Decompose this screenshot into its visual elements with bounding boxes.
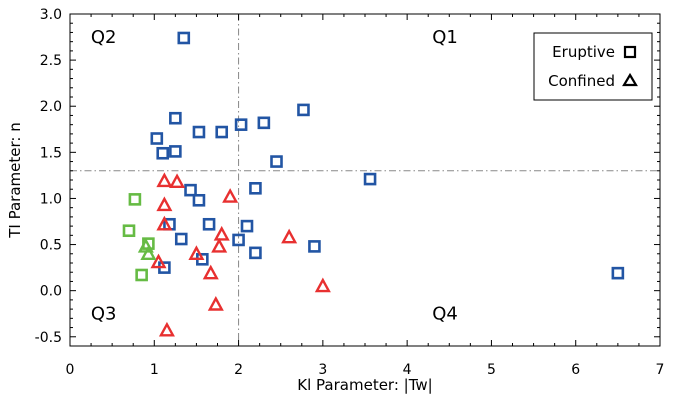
legend-box (533, 32, 653, 101)
square-marker (169, 145, 182, 158)
triangle-marker (213, 225, 230, 241)
y-tick-label: 2.0 (40, 99, 62, 115)
triangle-marker (281, 228, 298, 244)
square-marker (611, 266, 625, 280)
triangle-marker (140, 245, 157, 260)
square-marker (156, 146, 170, 160)
x-tick-label: 5 (487, 362, 496, 378)
square-marker (177, 31, 191, 45)
legend-marker-square (623, 45, 637, 59)
y-tick-label: 2.5 (40, 53, 62, 69)
square-marker (232, 233, 245, 247)
square-marker (249, 182, 262, 195)
y-tick-label: 3.0 (40, 7, 62, 23)
legend-marker-triangle (622, 72, 638, 87)
quadrant-label-q4: Q4 (432, 304, 458, 325)
quadrant-label-q1: Q1 (432, 27, 458, 48)
square-marker (249, 246, 262, 260)
tick-labels: 0 1 2 3 4 5 6 7 -0.5 0.0 0.5 1.0 1.5 2.0 2.5 3.0 (35, 7, 665, 378)
x-tick-label: 3 (318, 362, 327, 378)
data-points (122, 31, 625, 337)
square-marker (297, 103, 310, 117)
x-tick-label: 6 (571, 362, 580, 378)
y-axis-title: TI Parameter: n (6, 122, 24, 238)
triangle-marker (211, 237, 228, 253)
triangle-marker (222, 188, 239, 203)
triangle-marker (156, 215, 173, 231)
reference-lines (70, 14, 660, 346)
square-marker (150, 132, 164, 145)
legend: Eruptive Confined (533, 32, 653, 101)
axis-ticks (69, 13, 661, 346)
triangle-marker (150, 253, 167, 269)
square-marker (192, 125, 206, 139)
triangle-marker (314, 277, 331, 293)
square-marker (128, 193, 142, 206)
legend-label-eruptive: Eruptive (552, 43, 615, 61)
quadrant-labels: Q2 Q1 Q3 Q4 (91, 27, 458, 325)
y-tick-label: 0.5 (40, 238, 62, 254)
y-tick-label: 1.5 (40, 145, 62, 161)
y-tick-label: 1.0 (40, 191, 62, 207)
square-marker (308, 240, 321, 253)
square-marker (234, 118, 248, 131)
triangle-marker (169, 173, 186, 189)
square-marker (192, 193, 206, 207)
square-marker (169, 111, 182, 125)
triangle-marker (188, 245, 205, 260)
x-tick-label: 7 (656, 362, 665, 378)
triangle-marker (202, 264, 219, 280)
quadrant-label-q3: Q3 (91, 304, 117, 325)
x-tick-label: 1 (150, 362, 159, 378)
y-tick-label: 0.0 (40, 284, 62, 300)
square-marker (215, 125, 229, 139)
square-marker (363, 172, 377, 186)
triangle-marker (207, 295, 224, 311)
triangle-marker (158, 321, 175, 337)
square-marker (270, 155, 283, 168)
square-marker (202, 217, 216, 231)
triangle-marker (156, 196, 173, 212)
quadrant-label-q2: Q2 (91, 27, 117, 48)
square-marker (174, 232, 188, 246)
legend-label-confined: Confined (548, 72, 615, 90)
square-marker (257, 116, 271, 130)
square-marker (184, 183, 197, 197)
x-tick-label: 0 (66, 362, 75, 378)
x-tick-label: 4 (403, 362, 412, 378)
square-marker (135, 268, 148, 282)
x-axis-title: Kl Parameter: |Tw| (297, 376, 432, 394)
y-tick-label: -0.5 (35, 330, 62, 346)
square-marker (240, 219, 254, 233)
triangle-marker (156, 172, 173, 188)
x-tick-label: 2 (234, 362, 243, 378)
square-marker (122, 224, 136, 238)
